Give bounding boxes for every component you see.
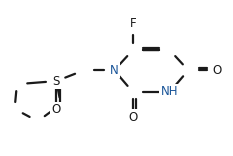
Text: O: O bbox=[52, 103, 61, 116]
Text: F: F bbox=[129, 17, 136, 30]
Text: S: S bbox=[53, 75, 60, 88]
Text: N: N bbox=[110, 64, 119, 77]
Text: O: O bbox=[128, 111, 137, 124]
Text: O: O bbox=[213, 64, 222, 77]
Text: NH: NH bbox=[161, 85, 178, 98]
